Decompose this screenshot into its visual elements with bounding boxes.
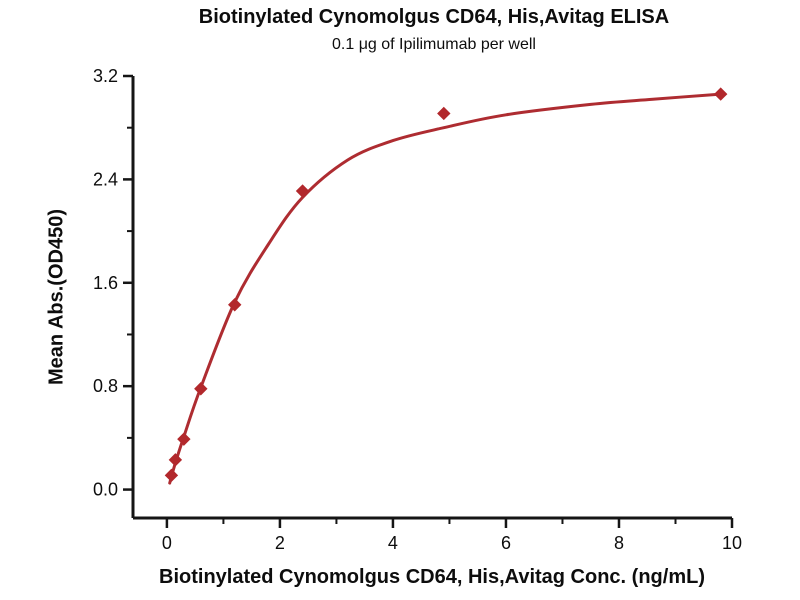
y-tick-label: 3.2 [93, 66, 118, 86]
x-tick-label: 2 [275, 533, 285, 553]
x-tick-label: 10 [722, 533, 742, 553]
x-tick-label: 6 [501, 533, 511, 553]
x-tick-label: 8 [614, 533, 624, 553]
y-tick-label: 2.4 [93, 169, 118, 189]
chart-title: Biotinylated Cynomolgus CD64, His,Avitag… [198, 6, 670, 28]
x-tick-label: 4 [388, 533, 398, 553]
data-point-marker [295, 184, 310, 198]
data-point-marker [177, 432, 191, 446]
x-tick-label: 0 [162, 533, 172, 553]
y-tick-label: 0.0 [93, 480, 118, 500]
data-point-marker [228, 298, 242, 312]
data-point-marker [437, 106, 451, 121]
data-point-marker [168, 453, 183, 467]
x-axis-label: Biotinylated Cynomolgus CD64, His,Avitag… [159, 566, 705, 588]
data-point-marker [194, 382, 208, 396]
chart-subtitle: 0.1 μg of Ipilimumab per well [332, 36, 536, 53]
data-point-marker [164, 468, 179, 483]
y-tick-label: 1.6 [93, 273, 118, 293]
fit-curve [168, 92, 723, 485]
data-point-marker [713, 87, 728, 101]
y-tick-label: 0.8 [93, 376, 118, 396]
